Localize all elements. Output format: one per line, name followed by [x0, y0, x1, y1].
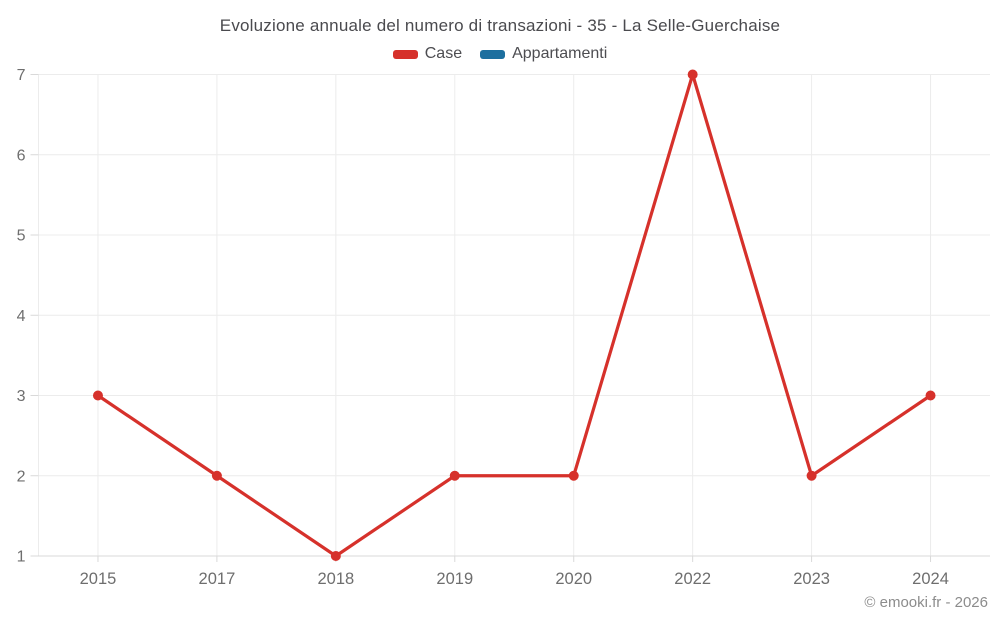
y-axis-label: 5	[17, 228, 26, 245]
legend: Case Appartamenti	[0, 45, 1000, 63]
series-point-case-2015	[92, 390, 103, 401]
x-axis-label: 2020	[555, 570, 592, 588]
legend-item-appartamenti[interactable]: Appartamenti	[480, 45, 607, 63]
y-axis-label: 4	[17, 308, 26, 325]
y-axis-label: 2	[17, 468, 26, 485]
chart-title: Evoluzione annuale del numero di transaz…	[219, 16, 781, 35]
y-axis-label: 7	[17, 67, 26, 84]
legend-label: Appartamenti	[512, 45, 608, 62]
x-axis-label: 2024	[912, 570, 949, 588]
series-point-case-2019	[449, 470, 460, 481]
y-axis-label: 6	[17, 147, 26, 164]
x-axis-label: 2018	[317, 570, 354, 588]
legend-swatch-case	[392, 49, 418, 59]
legend-label: Case	[424, 45, 463, 62]
legend-swatch-appartamenti	[480, 49, 506, 59]
series-point-case-2017	[211, 470, 222, 481]
series-point-case-2023	[806, 470, 817, 481]
series-point-case-2018	[330, 551, 341, 561]
series-point-case-2024	[925, 390, 936, 401]
x-axis-label: 2019	[436, 570, 473, 588]
series-point-case-2022	[687, 69, 698, 80]
series-point-case-2020	[568, 470, 579, 481]
legend-item-case[interactable]: Case	[392, 45, 463, 63]
y-axis-label: 3	[17, 388, 26, 405]
series-line-case	[96, 72, 933, 558]
x-axis-label: 2015	[80, 570, 117, 588]
x-axis-label: 2017	[199, 570, 236, 588]
x-axis-label: 2022	[674, 570, 711, 588]
x-axis-label: 2023	[793, 570, 830, 588]
watermark: © emooki.fr - 2026	[864, 594, 988, 611]
y-axis-label: 1	[17, 549, 26, 566]
